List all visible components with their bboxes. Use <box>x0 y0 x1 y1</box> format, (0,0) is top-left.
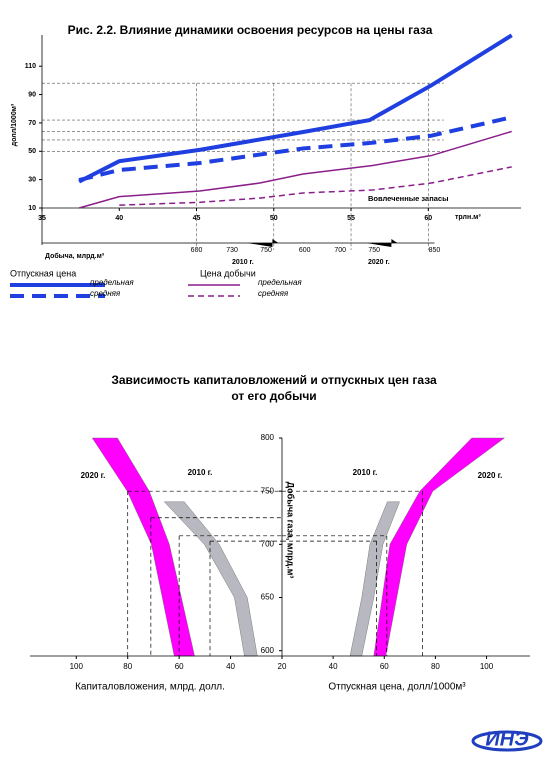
x-tick-label: 40 <box>226 662 235 671</box>
arrow <box>247 239 279 247</box>
x-tick-label: 45 <box>193 215 201 222</box>
production-tick-label: 700 <box>334 247 346 254</box>
series-label: 2010 г. <box>188 468 213 477</box>
line-series <box>119 166 512 206</box>
line-series <box>78 130 512 209</box>
logo: ИНЭ <box>471 728 543 752</box>
line-series <box>78 115 513 183</box>
period-label: 2010 г. <box>232 259 254 266</box>
production-tick-label: 750 <box>368 247 380 254</box>
legend-label: средняя <box>258 289 289 298</box>
x-tick-label: 20 <box>278 662 287 671</box>
y-tick-label: 10 <box>28 205 36 212</box>
x-tick-label: 55 <box>347 215 355 222</box>
y-tick-label: 750 <box>261 486 275 495</box>
legend-group: Цена добычи <box>200 268 256 278</box>
y-tick-label: 110 <box>25 63 36 70</box>
y-tick-label: 800 <box>261 433 275 442</box>
legend-label: предельная <box>258 278 302 287</box>
x-axis-label: трлн.м³ <box>455 214 481 221</box>
chart-title: Рис. 2.2. Влияние динамики освоения ресу… <box>68 23 433 37</box>
x-tick-label: 40 <box>115 215 123 222</box>
x-tick-label: 60 <box>424 215 432 222</box>
x-tick-label: 80 <box>123 662 132 671</box>
legend-label: предельная <box>90 278 134 287</box>
y-tick-label: 70 <box>28 120 36 127</box>
y-axis-label: Добыча газа, млрд.м³ <box>286 482 296 579</box>
legend-label: средняя <box>90 289 121 298</box>
legend-group: Отпускная цена <box>10 268 76 278</box>
production-label: Добыча, млрд.м³ <box>45 252 105 260</box>
y-tick-label: 700 <box>261 539 275 548</box>
production-tick-label: 730 <box>226 247 238 254</box>
x-tick-label: 40 <box>329 662 338 671</box>
x-tick-label: 100 <box>480 662 494 671</box>
x-axis-label: Отпускная цена, долл/1000м³ <box>328 682 466 693</box>
production-tick-label: 600 <box>299 247 311 254</box>
x-tick-label: 35 <box>38 215 46 222</box>
logo-text: ИНЭ <box>485 728 529 750</box>
y-axis-label: долл/1000м³ <box>11 103 18 146</box>
period-label: 2020 г. <box>368 259 390 266</box>
production-tick-label: 600 <box>191 247 203 254</box>
chart-title: Зависимость капиталовложений и отпускных… <box>111 373 437 387</box>
x-tick-label: 50 <box>270 215 278 222</box>
line-series <box>78 33 513 184</box>
x-axis-label: Капиталовложения, млрд. долл. <box>75 682 225 693</box>
y-tick-label: 30 <box>28 176 36 183</box>
x-tick-label: 60 <box>175 662 184 671</box>
y-tick-label: 650 <box>261 593 275 602</box>
x-tick-label: 100 <box>70 662 84 671</box>
series-label: 2020 г. <box>478 471 503 480</box>
logo-swoosh <box>471 730 543 752</box>
y-tick-label: 600 <box>261 646 275 655</box>
y-tick-label: 50 <box>28 148 36 155</box>
production-tick-label: 850 <box>429 247 441 254</box>
x-tick-label: 60 <box>380 662 389 671</box>
x-tick-label: 80 <box>431 662 440 671</box>
arrow <box>366 239 398 247</box>
series-label: 2010 г. <box>353 468 378 477</box>
chart-title: от его добычи <box>231 389 316 403</box>
production-tick-label: 750 <box>260 247 272 254</box>
series-label: 2020 г. <box>81 471 106 480</box>
y-tick-label: 90 <box>28 91 36 98</box>
annotation: Вовлеченные запасы <box>368 194 448 203</box>
